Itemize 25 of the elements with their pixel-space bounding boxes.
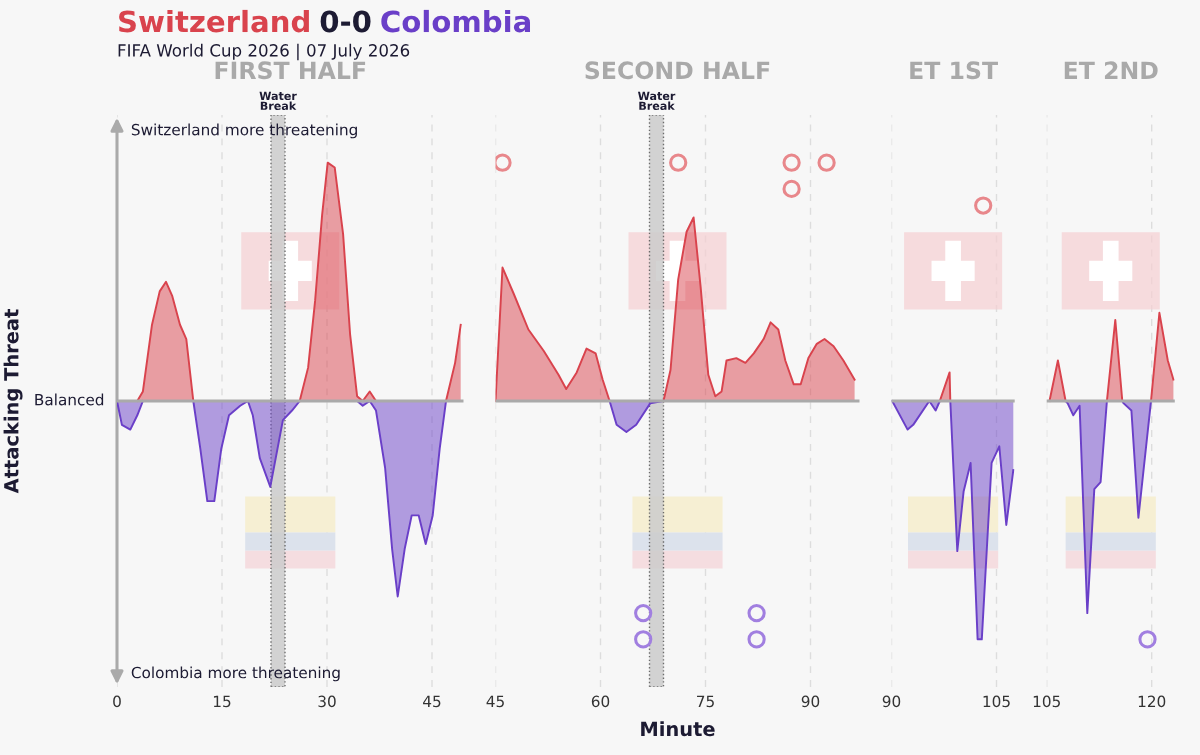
x-tick-label: 75 <box>697 695 714 708</box>
chart-title: SECOND HALF <box>585 61 770 80</box>
x-axis-title: Minute <box>641 721 715 737</box>
chart-title: FIRST HALF <box>215 61 366 80</box>
x-tick-label: 0 <box>113 695 121 708</box>
text: Switzerland 0-0 Colombia <box>119 9 531 33</box>
band-label: Water Break <box>637 91 676 110</box>
text: FIFA World Cup 2026 | 07 July 2026 <box>118 43 410 61</box>
x-tick-label: 15 <box>213 695 231 708</box>
x-tick-label: 120 <box>1138 695 1166 708</box>
x-tick-label: 60 <box>591 695 610 708</box>
annotation: Balanced <box>35 393 104 406</box>
x-tick-label: 105 <box>983 695 1010 708</box>
x-tick-label: 90 <box>801 695 820 708</box>
text: Colombia more threatening <box>131 666 340 682</box>
chart-title: ET 2ND <box>1064 61 1158 79</box>
band-label: Water Break <box>259 91 297 110</box>
x-tick-label: 30 <box>318 695 336 708</box>
x-tick-label: 45 <box>423 695 441 708</box>
x-tick-label: 90 <box>882 695 901 708</box>
chart-title: ET 1ST <box>910 61 998 80</box>
y-axis-title: Attacking Threat <box>3 309 23 494</box>
x-tick-label: 105 <box>1033 695 1060 708</box>
x-tick-label: 45 <box>486 695 504 708</box>
text: Switzerland more threatening <box>131 123 357 139</box>
